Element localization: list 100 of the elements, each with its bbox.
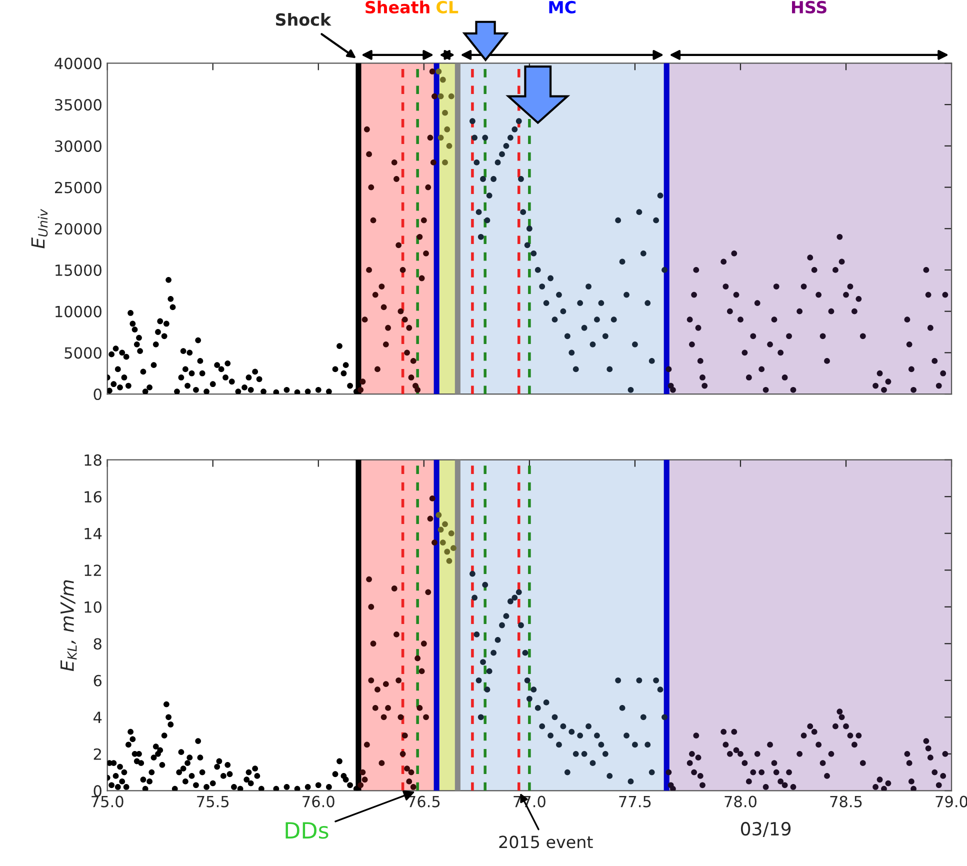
point: [820, 760, 826, 766]
point: [442, 160, 448, 166]
point: [610, 316, 617, 323]
point: [427, 516, 434, 522]
point: [522, 650, 528, 656]
point: [773, 769, 780, 776]
point: [881, 786, 887, 791]
point: [442, 110, 448, 116]
point: [360, 769, 366, 776]
point: [738, 750, 744, 757]
band-label: Sheath: [366, 0, 430, 14]
point: [410, 358, 416, 364]
point: [691, 769, 697, 776]
point: [556, 292, 562, 298]
point: [697, 773, 704, 779]
point: [414, 386, 421, 393]
point: [564, 333, 570, 340]
point: [444, 548, 450, 555]
point: [404, 766, 410, 772]
point: [423, 250, 429, 256]
point: [942, 750, 948, 757]
point: [657, 686, 664, 693]
point: [568, 350, 575, 356]
y-tick-label: 0: [94, 785, 102, 797]
point: [507, 134, 514, 141]
point: [856, 732, 862, 738]
point: [499, 622, 505, 628]
point: [402, 732, 408, 738]
point: [594, 316, 600, 323]
point: [552, 316, 558, 323]
point: [425, 589, 432, 596]
point: [444, 126, 450, 132]
point: [398, 714, 404, 720]
point: [560, 308, 566, 314]
point: [560, 723, 566, 730]
point: [838, 714, 845, 720]
point: [446, 558, 452, 564]
point: [750, 769, 756, 776]
point: [904, 750, 910, 757]
point: [503, 613, 510, 620]
point: [796, 750, 803, 757]
point: [507, 598, 514, 604]
point: [722, 742, 729, 748]
band-label: MC: [549, 0, 576, 14]
point: [923, 738, 930, 744]
point: [628, 778, 634, 784]
point: [446, 142, 452, 149]
point: [440, 540, 446, 546]
ref-line-label: Shock: [276, 12, 332, 26]
point: [662, 267, 668, 273]
point: [408, 769, 414, 776]
point: [438, 93, 444, 100]
point: [418, 275, 425, 282]
point: [482, 582, 488, 588]
point: [385, 324, 391, 331]
point: [568, 728, 575, 735]
point: [425, 184, 432, 190]
point: [478, 234, 484, 240]
point: [786, 769, 792, 776]
point: [640, 714, 646, 720]
point: [368, 604, 374, 610]
point: [832, 723, 838, 730]
point: [648, 769, 655, 776]
point: [548, 732, 554, 738]
point: [380, 304, 387, 310]
x-tick-label: 78.0: [724, 796, 756, 808]
point: [362, 316, 368, 323]
point: [636, 209, 642, 216]
point: [518, 176, 524, 182]
point: [936, 782, 942, 788]
point: [484, 686, 490, 693]
point: [490, 650, 496, 656]
point: [700, 782, 706, 788]
point: [482, 134, 488, 141]
point: [368, 184, 374, 190]
y-tick-label: 8: [94, 638, 102, 650]
point: [472, 134, 478, 141]
point: [398, 308, 404, 314]
point: [396, 242, 402, 248]
point: [644, 742, 651, 748]
point: [807, 723, 814, 730]
point: [516, 589, 522, 596]
point: [598, 300, 604, 306]
point: [368, 677, 374, 684]
point: [872, 784, 878, 790]
point: [556, 742, 562, 748]
point: [726, 750, 733, 757]
point: [598, 742, 604, 748]
point: [927, 754, 934, 761]
point: [420, 640, 427, 647]
y-tick-label: 12: [84, 564, 101, 576]
point: [362, 776, 368, 783]
point: [374, 686, 380, 693]
annotation: DDs: [286, 822, 328, 839]
point: [940, 773, 946, 779]
y-tick-label: 0: [94, 388, 102, 400]
y-axis-title: E$_{KL}$, mV/m: [60, 580, 77, 672]
point: [624, 292, 630, 298]
point: [632, 341, 638, 348]
x-tick-label: 76.0: [302, 796, 334, 808]
